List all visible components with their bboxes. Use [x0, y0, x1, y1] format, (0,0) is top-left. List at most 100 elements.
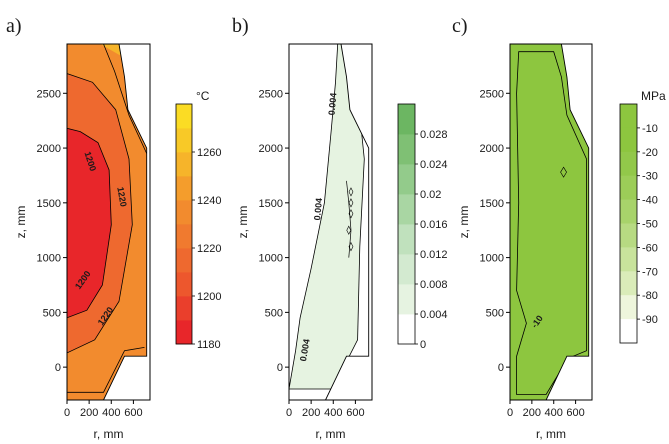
- x-tick-label: 400: [545, 407, 563, 419]
- colorbar-swatch: [398, 194, 415, 225]
- colorbar-swatch: [620, 319, 637, 344]
- x-tick-label: 600: [566, 407, 584, 419]
- y-axis-label: z, mm: [14, 206, 28, 239]
- contour-label: 0.004: [312, 197, 324, 220]
- x-axis-label: r, mm: [316, 427, 346, 441]
- panel-label: c): [452, 15, 468, 37]
- colorbar-tick-label: -40: [642, 195, 658, 207]
- y-tick-label: 1500: [259, 198, 283, 210]
- y-tick-label: 0: [498, 362, 504, 374]
- colorbar: 1180 1200 1220 1240 1260 °C: [175, 89, 221, 351]
- colorbar-tick-label: 1240: [197, 195, 221, 207]
- colorbar-swatch: [176, 272, 192, 297]
- colorbar-swatch: [620, 223, 637, 248]
- stress-field: [510, 44, 589, 400]
- contour-marker: [560, 166, 567, 178]
- stress-region: [510, 44, 589, 400]
- colorbar-tick-label: 1220: [197, 243, 221, 255]
- colorbar-swatch: [176, 104, 192, 129]
- y-tick-label: 500: [486, 307, 504, 319]
- colorbar-frame: [175, 103, 193, 345]
- colorbar-tick-label: -60: [642, 242, 658, 254]
- y-tick-label: 1500: [480, 198, 504, 210]
- colorbar-swatch: [398, 314, 415, 345]
- x-tick-label: 200: [80, 407, 98, 419]
- colorbar-swatch: [398, 284, 415, 315]
- colorbar-tick-label: 1180: [197, 339, 221, 351]
- x-axis-label: r, mm: [536, 427, 566, 441]
- y-tick-label: 500: [43, 307, 61, 319]
- temperature-region: [67, 127, 112, 319]
- y-axis-label: z, mm: [236, 206, 250, 239]
- colorbar-swatch: [620, 271, 637, 296]
- temperature-field: [67, 44, 147, 400]
- x-tick-label: 200: [523, 407, 541, 419]
- colorbar-tick-label: 0.004: [420, 309, 448, 321]
- colorbar-swatch: [620, 104, 637, 129]
- colorbar-tick-label: 0.012: [420, 249, 448, 261]
- y-tick-label: 1500: [37, 198, 61, 210]
- colorbar: -10 -20 -30 -40 -50 -60 -70 -80 -90 MPa: [619, 89, 666, 344]
- y-tick-label: 2500: [37, 88, 61, 100]
- y-tick-label: 2000: [259, 143, 283, 155]
- contour-label: 0.004: [298, 338, 312, 362]
- colorbar-tick-label: 0.02: [420, 189, 441, 201]
- y-tick-label: 1000: [259, 253, 283, 265]
- contour-marker: [346, 225, 352, 235]
- colorbar-swatch: [176, 320, 192, 345]
- x-tick-label: 0: [64, 407, 70, 419]
- colorbar-tick-label: 0.016: [420, 219, 448, 231]
- colorbar-tick-label: 1260: [197, 147, 221, 159]
- y-tick-label: 1000: [480, 253, 504, 265]
- x-tick-label: 600: [346, 407, 364, 419]
- plot-frame: [288, 43, 373, 401]
- y-tick-label: 0: [277, 362, 283, 374]
- contour-line: [103, 44, 147, 154]
- colorbar-tick-label: 0: [420, 339, 426, 351]
- colorbar-swatch: [398, 134, 415, 165]
- y-tick-label: 2000: [480, 143, 504, 155]
- contour-marker: [348, 198, 354, 208]
- colorbar-unit: MPa: [641, 89, 666, 103]
- colorbar-swatch: [176, 296, 192, 321]
- y-tick-label: 2500: [480, 88, 504, 100]
- contour-label: 1220: [115, 186, 128, 207]
- y-tick-label: 2500: [259, 88, 283, 100]
- colorbar-swatch: [398, 164, 415, 195]
- colorbar-swatch: [620, 151, 637, 177]
- colorbar-tick-label: -10: [642, 123, 658, 135]
- colorbar-swatch: [176, 224, 192, 249]
- colorbar-swatch: [620, 247, 637, 272]
- y-tick-label: 2000: [37, 143, 61, 155]
- colorbar-swatch: [176, 200, 192, 225]
- colorbar-swatch: [620, 175, 637, 200]
- colorbar-swatch: [398, 224, 415, 255]
- y-tick-label: 500: [265, 307, 283, 319]
- colorbar-swatch: [398, 104, 415, 135]
- colorbar-swatch: [620, 295, 637, 320]
- colorbar-tick-label: -30: [642, 171, 658, 183]
- colorbar-tick-label: 0.008: [420, 279, 448, 291]
- panel-b: 0.004 0.004 0.004 0 500 1000 1500 2000 2500 0 200 4…: [232, 15, 448, 441]
- x-tick-label: 400: [324, 407, 342, 419]
- colorbar-tick-label: -90: [642, 314, 658, 326]
- x-tick-label: 0: [286, 407, 292, 419]
- contour-label: 0.004: [327, 92, 339, 115]
- colorbar-tick-label: 0.028: [420, 129, 448, 141]
- x-tick-label: 0: [507, 407, 513, 419]
- plot-frame: [509, 43, 593, 401]
- colorbar-tick-label: -70: [642, 266, 658, 278]
- contour-marker: [348, 187, 354, 197]
- colorbar-swatch: [620, 199, 637, 224]
- y-tick-label: 0: [55, 362, 61, 374]
- y-axis-label: z, mm: [457, 206, 471, 239]
- contour-line: [67, 347, 145, 393]
- colorbar-swatch: [176, 176, 192, 201]
- x-tick-label: 200: [302, 407, 320, 419]
- colorbar-unit: °C: [196, 89, 210, 103]
- colorbar-swatch: [176, 248, 192, 273]
- x-tick-label: 400: [102, 407, 120, 419]
- colorbar-tick-label: 0.024: [420, 159, 448, 171]
